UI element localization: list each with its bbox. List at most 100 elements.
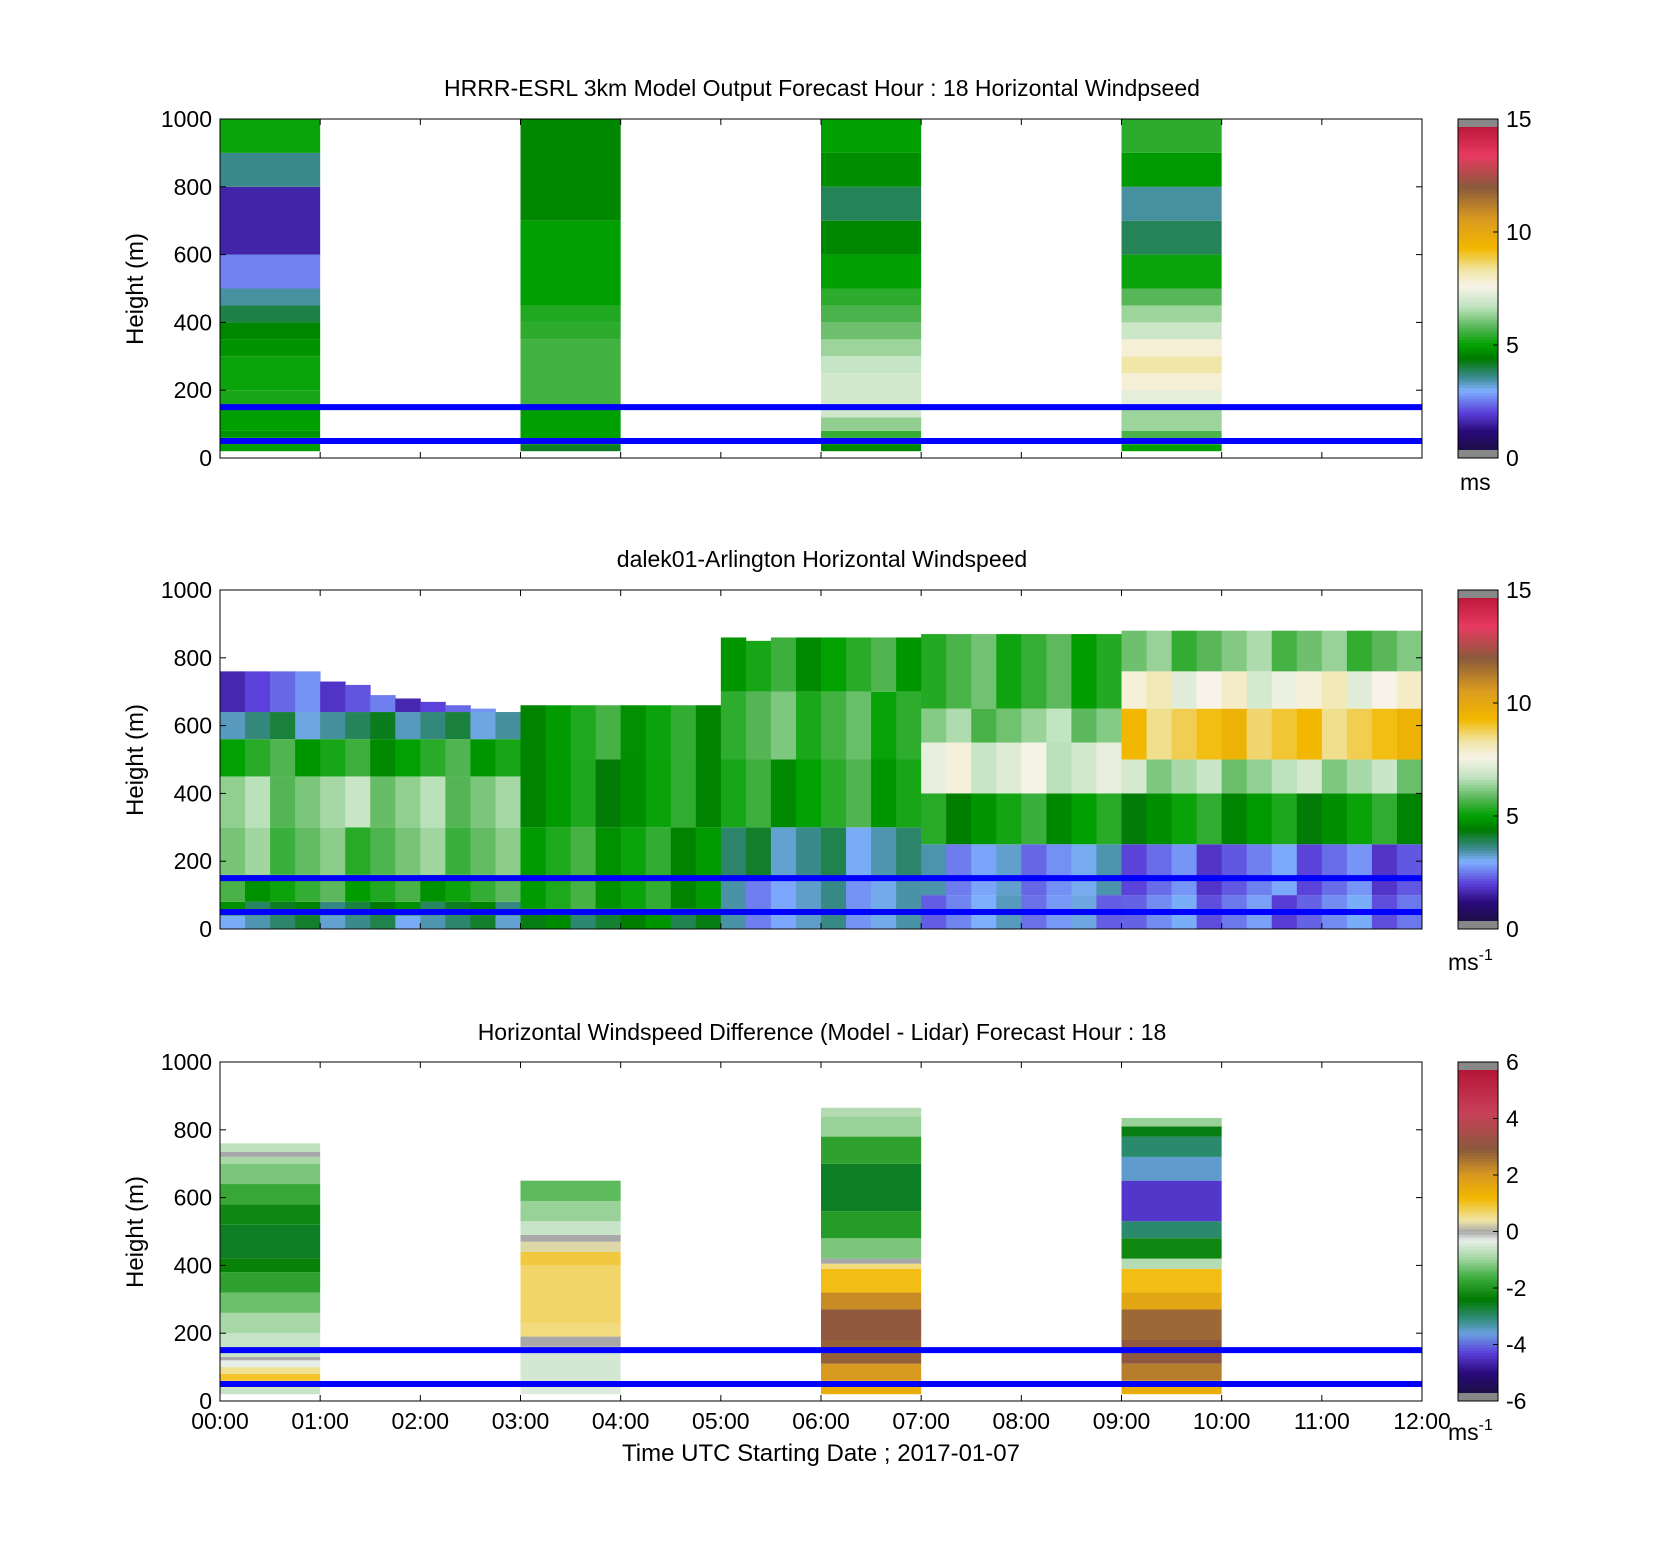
colorbar-band [1458, 776, 1498, 780]
lidar-cell-5-5 [345, 739, 371, 777]
colorbar-band [1458, 612, 1498, 616]
lidar-cell-37-6 [1146, 630, 1172, 672]
heatmap-cell-col0-5 [220, 1356, 321, 1361]
lidar-cell-0-4 [220, 776, 246, 828]
colorbar-band [1458, 398, 1498, 402]
lidar-cell-1-6 [245, 712, 271, 740]
colorbar-band [1458, 1237, 1498, 1241]
lidar-cell-23-1 [795, 827, 822, 879]
lidar-cell-34-4 [1071, 708, 1097, 743]
colorbar-band [1458, 784, 1498, 789]
lidar-cell-42-6 [1271, 630, 1298, 672]
colorbar-band [1458, 657, 1498, 662]
colorbar-band [1458, 248, 1498, 253]
lidar-cell-47-4 [1396, 708, 1423, 760]
colorbar-band [1458, 1093, 1498, 1097]
colorbar-band [1458, 604, 1498, 608]
colorbar-band [1458, 1338, 1498, 1343]
x-axis-label: Time UTC Starting Date ; 2017-01-07 [622, 1440, 1020, 1467]
lidar-cell-44-6 [1321, 630, 1348, 672]
lidar-cell-20-3 [720, 691, 747, 760]
lidar-cell-40-1 [1221, 844, 1248, 896]
heatmap-cell-col2-13 [821, 1107, 922, 1117]
colorbar-band [1458, 765, 1498, 769]
colorbar-band [1458, 345, 1498, 349]
colorbar-tick-label: 5 [1506, 803, 1519, 829]
lidar-cell-19-3 [695, 705, 722, 760]
lidar-cell-25-1 [846, 827, 872, 879]
colorbar-tick-label: 15 [1506, 577, 1532, 603]
colorbar-band [1458, 200, 1498, 205]
heatmap-cell-col0-5 [220, 356, 321, 391]
colorbar-band [1458, 1073, 1498, 1077]
heatmap-cell-col3-9 [1121, 288, 1222, 306]
colorbar-band [1458, 782, 1498, 786]
colorbar-band [1458, 1078, 1498, 1083]
lidar-cell-2-0 [270, 915, 296, 929]
colorbar-band [1458, 421, 1498, 425]
heatmap-cell-col0-3 [220, 407, 321, 431]
colorbar-band [1458, 1166, 1498, 1170]
colorbar-band [1458, 886, 1498, 890]
lidar-cell-13-3 [545, 705, 571, 760]
heatmap-cell-col0-3 [220, 1367, 321, 1374]
colorbar-band [1458, 799, 1498, 803]
lidar-cell-5-0 [345, 915, 371, 929]
y-tick-label: 800 [174, 174, 212, 200]
lidar-cell-27-0 [896, 878, 922, 929]
colorbar-band [1458, 164, 1498, 168]
colorbar-band [1458, 889, 1498, 893]
lidar-cell-35-5 [1096, 634, 1122, 709]
x-tick-label: 11:00 [1294, 1408, 1350, 1434]
colorbar-band [1458, 714, 1498, 718]
colorbar-band [1458, 1361, 1498, 1365]
colorbar-band [1458, 847, 1498, 851]
colorbar-band [1458, 1143, 1498, 1148]
lidar-cell-3-6 [295, 712, 321, 740]
heatmap-cell-col3-1 [1121, 1363, 1222, 1381]
colorbar-band [1458, 1248, 1498, 1252]
model-panel: HRRR-ESRL 3km Model Output Forecast Hour… [122, 75, 1532, 495]
lidar-colorbar-unit: ms-1 [1448, 947, 1493, 975]
colorbar-band [1458, 1132, 1498, 1136]
lidar-cell-45-4 [1346, 708, 1373, 760]
colorbar-band [1458, 751, 1498, 755]
colorbar-band [1458, 384, 1498, 388]
colorbar-band [1458, 827, 1498, 831]
colorbar-band [1458, 158, 1498, 162]
colorbar-band [1458, 838, 1498, 842]
colorbar-band [1458, 666, 1498, 670]
lidar-cell-42-4 [1271, 708, 1298, 760]
heatmap-cell-col2-12 [821, 1116, 922, 1137]
lidar-cell-0-0 [220, 915, 246, 929]
model-x-ticks [219, 119, 1423, 458]
lidar-cell-27-2 [896, 759, 922, 828]
colorbar-band [1458, 1276, 1498, 1281]
lidar-cell-25-2 [846, 759, 872, 828]
lidar-cell-38-3 [1171, 759, 1198, 794]
colorbar-band [1458, 268, 1498, 273]
colorbar-tick-label: 5 [1506, 332, 1519, 358]
heatmap-cell-col2-2 [821, 430, 922, 438]
heatmap-cell-col1-5 [520, 1251, 621, 1266]
lidar-cell-12-1 [520, 827, 546, 909]
model-panel-ylabel: Height (m) [122, 233, 149, 345]
lidar-cell-47-2 [1396, 793, 1423, 845]
colorbar-band [1458, 347, 1498, 352]
colorbar-band [1458, 169, 1498, 174]
colorbar-band [1458, 674, 1498, 679]
colorbar-band [1458, 832, 1498, 837]
lidar-cell-44-3 [1321, 759, 1348, 794]
lidar-cell-5-4 [345, 776, 371, 828]
colorbar-band [1458, 367, 1498, 371]
colorbar-band [1458, 1279, 1498, 1283]
colorbar-band [1458, 203, 1498, 208]
colorbar-band [1458, 237, 1498, 241]
heatmap-cell-col0-7 [220, 322, 321, 340]
heatmap-cell-col2-9 [821, 288, 922, 306]
lidar-cell-19-2 [695, 759, 722, 828]
colorbar-band [1458, 1333, 1498, 1337]
colorbar-over-cap [1458, 1062, 1498, 1070]
lidar-cell-33-4 [1046, 708, 1072, 743]
heatmap-cell-col1-8 [520, 1221, 621, 1235]
